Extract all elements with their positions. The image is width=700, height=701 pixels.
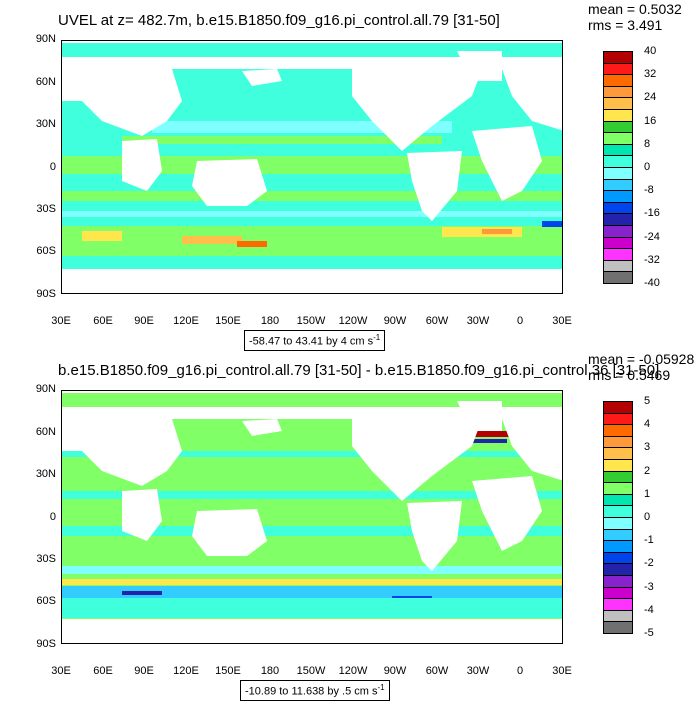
lon-label: 90E bbox=[134, 315, 154, 327]
colorbar-label: 0 bbox=[644, 161, 651, 173]
lat-label: 60S bbox=[36, 245, 56, 257]
colorbar-label: 5 bbox=[644, 395, 651, 407]
top-title: UVEL at z= 482.7m, b.e15.B1850.f09_g16.p… bbox=[58, 12, 500, 29]
colorbar-label: 16 bbox=[644, 114, 657, 127]
colorbar-label: -16 bbox=[644, 207, 660, 220]
lon-label: 30E bbox=[51, 665, 71, 677]
colorbar-label: 8 bbox=[644, 137, 651, 150]
colorbar-label: -8 bbox=[644, 184, 654, 197]
lon-label: 120W bbox=[338, 665, 368, 677]
top-colorbar bbox=[603, 51, 633, 284]
bottom-range-exp: -1 bbox=[377, 683, 385, 692]
lon-label: 90W bbox=[383, 315, 407, 327]
lat-label: 0 bbox=[49, 161, 56, 173]
top-map-svg bbox=[62, 41, 562, 293]
lon-label: 60W bbox=[425, 315, 449, 327]
top-range-exp: -1 bbox=[373, 333, 381, 342]
colorbar-label: -4 bbox=[644, 603, 654, 616]
top-land bbox=[62, 51, 562, 293]
lon-label: 30E bbox=[552, 665, 572, 677]
colorbar-label: -5 bbox=[644, 627, 654, 639]
lat-label: 90N bbox=[35, 33, 56, 45]
colorbar-label: -40 bbox=[644, 277, 660, 289]
colorbar-label: -24 bbox=[644, 230, 660, 243]
lon-label: 180 bbox=[260, 315, 280, 327]
lon-label: 0 bbox=[516, 315, 524, 327]
lat-label: 60N bbox=[35, 76, 56, 88]
lat-label: 60N bbox=[35, 426, 56, 438]
bottom-ocean bbox=[62, 393, 562, 619]
bottom-range-box: -10.89 to 11.638 by .5 cm s-1 bbox=[240, 680, 390, 701]
bottom-panel: b.e15.B1850.f09_g16.pi_control.all.79 [3… bbox=[0, 350, 700, 701]
bottom-rms: rms = 0.5469 bbox=[588, 367, 671, 383]
lat-label: 30N bbox=[35, 468, 56, 480]
colorbar-label: 4 bbox=[644, 418, 651, 431]
colorbar-label: 24 bbox=[644, 91, 657, 104]
bottom-land bbox=[62, 401, 562, 643]
colorbar-cell bbox=[603, 621, 633, 634]
lon-label: 150W bbox=[296, 315, 326, 327]
top-range-box: -58.47 to 43.41 by 4 cm s-1 bbox=[244, 330, 386, 351]
lon-label: 150E bbox=[215, 315, 241, 327]
lon-label: 30W bbox=[466, 665, 490, 677]
lon-label: 90E bbox=[134, 665, 154, 677]
lon-label: 60E bbox=[93, 315, 113, 327]
colorbar-label: -1 bbox=[644, 534, 654, 547]
lat-label: 90S bbox=[36, 638, 56, 650]
colorbar-label: 0 bbox=[644, 511, 651, 523]
lon-label: 90W bbox=[383, 665, 407, 677]
colorbar-label: -2 bbox=[644, 557, 654, 570]
lon-label: 150E bbox=[215, 665, 241, 677]
top-range-text: -58.47 to 43.41 by 4 cm s bbox=[249, 335, 374, 348]
bottom-map bbox=[61, 390, 563, 644]
bottom-title: b.e15.B1850.f09_g16.pi_control.all.79 [3… bbox=[58, 362, 660, 379]
bottom-range-text: -10.89 to 11.638 by .5 cm s bbox=[245, 685, 378, 698]
colorbar-label: 32 bbox=[644, 68, 657, 81]
lat-label: 90N bbox=[35, 383, 56, 395]
top-mean: mean = 0.5032 bbox=[588, 1, 682, 17]
colorbar-label: 40 bbox=[644, 45, 657, 57]
lon-label: 180 bbox=[260, 665, 280, 677]
top-rms: rms = 3.491 bbox=[588, 17, 663, 33]
top-panel: UVEL at z= 482.7m, b.e15.B1850.f09_g16.p… bbox=[0, 0, 700, 351]
colorbar-label: 3 bbox=[644, 441, 651, 454]
lon-label: 60W bbox=[425, 665, 449, 677]
lon-label: 120E bbox=[173, 315, 199, 327]
colorbar-label: -3 bbox=[644, 580, 654, 593]
lon-label: 60E bbox=[93, 665, 113, 677]
top-map bbox=[61, 40, 563, 294]
colorbar-label: 2 bbox=[644, 464, 651, 477]
lon-label: 30W bbox=[466, 315, 490, 327]
lat-label: 60S bbox=[36, 595, 56, 607]
bottom-colorbar bbox=[603, 401, 633, 634]
lat-label: 30S bbox=[36, 553, 56, 565]
lon-label: 120E bbox=[173, 665, 199, 677]
lat-label: 0 bbox=[49, 511, 56, 523]
colorbar-label: 1 bbox=[644, 487, 651, 500]
lat-label: 30N bbox=[35, 118, 56, 130]
lat-label: 90S bbox=[36, 288, 56, 300]
lon-label: 30E bbox=[51, 315, 71, 327]
lon-label: 120W bbox=[338, 315, 368, 327]
colorbar-cell bbox=[603, 271, 633, 284]
bottom-mean: mean = -0.05928 bbox=[588, 351, 695, 367]
lat-label: 30S bbox=[36, 203, 56, 215]
colorbar-label: -32 bbox=[644, 253, 660, 266]
lon-label: 30E bbox=[552, 315, 572, 327]
bottom-map-svg bbox=[62, 391, 562, 643]
lon-label: 150W bbox=[296, 665, 326, 677]
lon-label: 0 bbox=[516, 665, 524, 677]
